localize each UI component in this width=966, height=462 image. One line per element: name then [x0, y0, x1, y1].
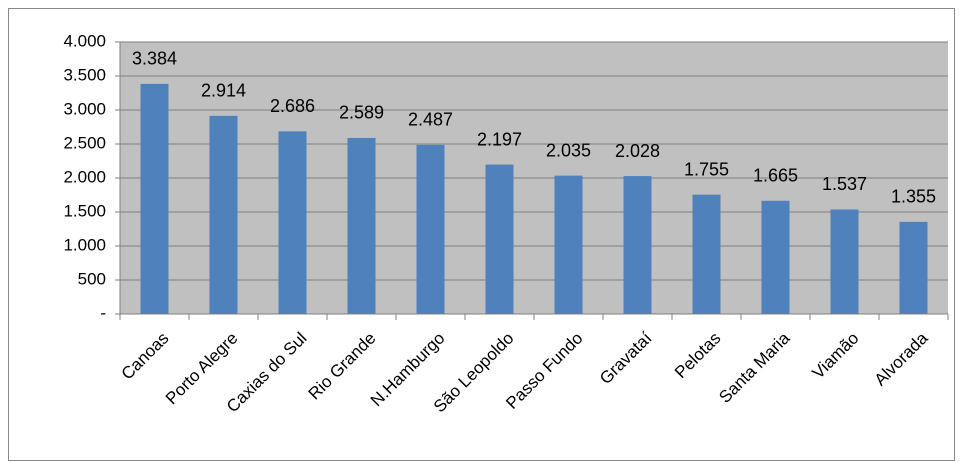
y-tick-label: 3.000 [63, 99, 106, 118]
bar [830, 209, 859, 314]
data-label: 2.686 [270, 96, 315, 116]
data-label: 1.755 [684, 159, 729, 179]
y-tick-label: 1.500 [63, 201, 106, 220]
bar [899, 221, 928, 314]
data-label: 2.487 [408, 110, 453, 130]
y-tick-label: 4.000 [63, 31, 106, 50]
bar [485, 164, 514, 314]
y-tick-label: 500 [78, 269, 106, 288]
bar [278, 131, 307, 314]
y-tick-label: 2.000 [63, 167, 106, 186]
bar [554, 175, 583, 314]
bar [416, 144, 445, 314]
y-tick-label: 2.500 [63, 133, 106, 152]
y-tick-label: 3.500 [63, 65, 106, 84]
data-label: 2.035 [546, 140, 591, 160]
data-label: 2.197 [477, 129, 522, 149]
data-label: 1.355 [891, 187, 936, 207]
bar [209, 115, 238, 315]
y-tick-label: - [100, 303, 106, 322]
bar [623, 176, 652, 314]
bar [692, 194, 721, 314]
data-label: 3.384 [132, 49, 177, 69]
y-tick-label: 1.000 [63, 235, 106, 254]
bar [140, 83, 169, 314]
data-label: 2.914 [201, 81, 246, 101]
data-label: 2.028 [615, 141, 660, 161]
bar [347, 137, 376, 314]
data-label: 1.665 [753, 166, 798, 186]
bar [761, 200, 790, 314]
data-label: 1.537 [822, 174, 867, 194]
data-label: 2.589 [339, 103, 384, 123]
